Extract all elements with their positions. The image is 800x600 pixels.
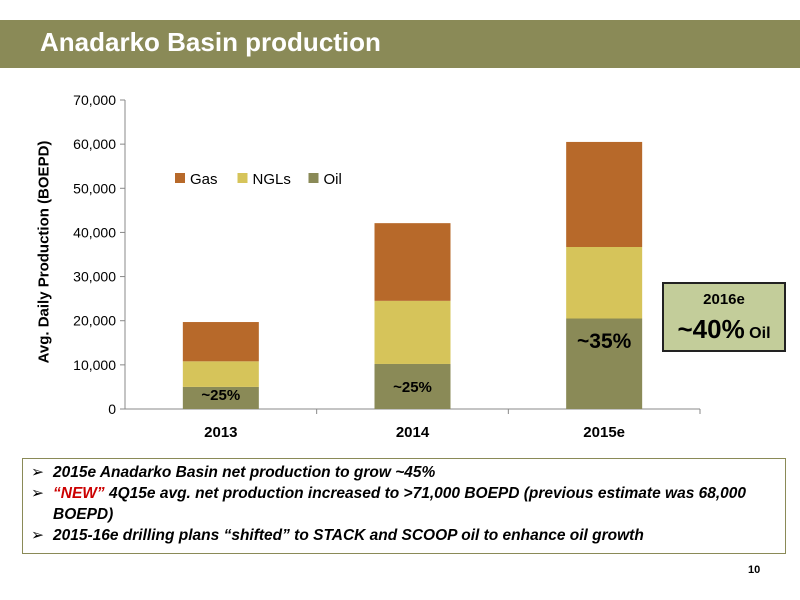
bar-segment-oil [182, 386, 259, 409]
bullet-box: ➢ 2015e Anadarko Basin net production to… [22, 458, 786, 554]
bar-segment-ngls [566, 246, 643, 319]
y-tick-label: 60,000 [73, 136, 116, 152]
stacked-bar-chart: 0 10,000 20,000 30,000 40,000 50,000 60,000 70,… [73, 92, 701, 441]
page-number: 10 [748, 564, 761, 576]
callout-year: 2016e [703, 291, 745, 308]
legend-swatch [308, 173, 319, 183]
y-tick-label: 20,000 [73, 313, 116, 329]
bar-segment-oil [566, 318, 643, 409]
callout-percent: ~40% Oil [664, 314, 784, 345]
bar-segment-ngls [182, 361, 259, 387]
oil-share-annotation: ~25% [201, 387, 240, 404]
bullet-text: 2015e Anadarko Basin net production to g… [53, 464, 436, 481]
y-tick-label: 0 [108, 401, 116, 417]
bullet-arrow-icon: ➢ [31, 464, 44, 481]
bullet-text: 2015-16e drilling plans “shifted” to STA… [53, 527, 644, 544]
x-tick-label: 2014 [396, 424, 430, 441]
y-tick-label: 10,000 [73, 357, 116, 373]
callout-percent-value: ~40% [677, 314, 745, 344]
bullet-item: ➢ “NEW” 4Q15e avg. net production increa… [31, 483, 775, 525]
x-tick-label: 2013 [204, 424, 237, 441]
oil-callout-box: 2016e ~40% Oil [662, 282, 786, 352]
bullet-item: ➢ 2015e Anadarko Basin net production to… [31, 462, 775, 483]
page-title: Anadarko Basin production [40, 27, 381, 57]
legend-label: Oil [324, 171, 342, 188]
bullet-text: 4Q15e avg. net production increased to >… [53, 485, 747, 523]
bullet-arrow-icon: ➢ [31, 485, 44, 502]
y-tick-label: 50,000 [73, 180, 116, 196]
y-tick-label: 40,000 [73, 224, 116, 240]
bar-segment-gas [566, 141, 643, 247]
bar-segment-oil [374, 363, 451, 409]
callout-suffix: Oil [749, 325, 771, 342]
oil-share-annotation: ~25% [393, 379, 432, 396]
legend-swatch [175, 173, 185, 183]
y-tick-label: 30,000 [73, 269, 116, 285]
x-tick-label: 2015e [583, 424, 625, 441]
legend-swatch [237, 173, 248, 183]
legend-label: NGLs [253, 171, 291, 188]
bullet-item: ➢ 2015-16e drilling plans “shifted” to S… [31, 525, 775, 546]
bullet-arrow-icon: ➢ [31, 527, 44, 544]
title-bar: Anadarko Basin production [0, 20, 800, 68]
legend-label: Gas [190, 171, 218, 188]
y-tick-label: 70,000 [73, 92, 116, 108]
bullet-red-prefix: “NEW” [53, 485, 105, 502]
bar-segment-gas [182, 322, 259, 362]
y-axis-label: Avg. Daily Production (BOEPD) [35, 140, 53, 364]
oil-share-annotation: ~35% [577, 330, 632, 353]
bar-segment-ngls [374, 300, 451, 364]
bar-segment-gas [374, 223, 451, 301]
